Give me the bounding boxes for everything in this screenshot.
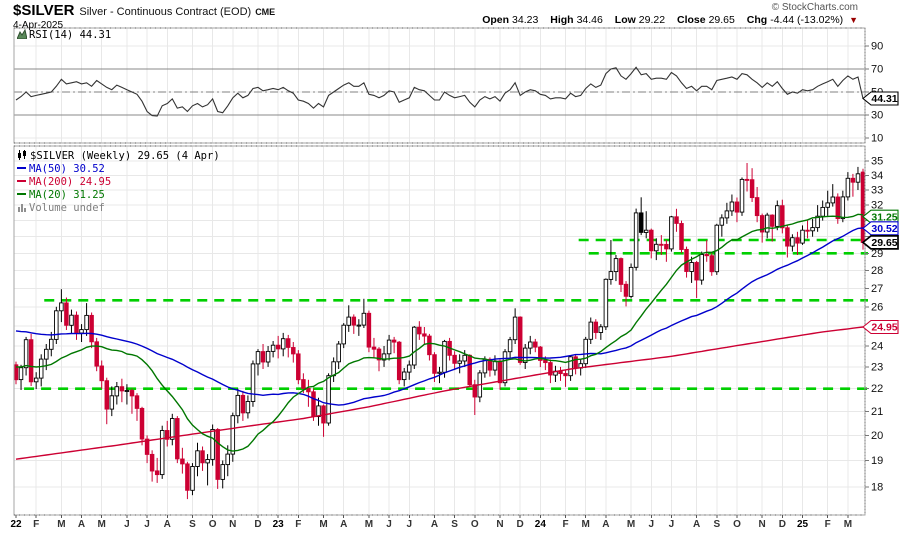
svg-text:19: 19 xyxy=(871,455,883,467)
ma-layer xyxy=(15,213,864,460)
price-callout-31.25 xyxy=(862,209,899,224)
svg-text:23: 23 xyxy=(871,361,883,373)
candles-layer xyxy=(13,163,866,500)
price-callout-30.52 xyxy=(862,221,899,236)
svg-text:F: F xyxy=(562,519,568,530)
svg-text:N: N xyxy=(496,519,503,530)
svg-text:M: M xyxy=(844,519,852,530)
ma50-line xyxy=(15,227,864,406)
svg-text:J: J xyxy=(124,519,130,530)
svg-text:F: F xyxy=(33,519,39,530)
svg-text:S: S xyxy=(451,519,458,530)
svg-text:S: S xyxy=(713,519,720,530)
rsi-levels xyxy=(14,68,865,116)
svg-text:J: J xyxy=(648,519,654,530)
svg-text:M: M xyxy=(98,519,106,530)
svg-text:24: 24 xyxy=(871,341,883,353)
ma20-line xyxy=(15,213,864,452)
svg-text:26: 26 xyxy=(871,301,883,313)
svg-text:D: D xyxy=(517,519,524,530)
price-callout-29.65 xyxy=(861,235,899,250)
svg-text:A: A xyxy=(78,519,85,530)
svg-text:30.52: 30.52 xyxy=(871,223,897,235)
svg-text:J: J xyxy=(144,519,150,530)
svg-text:A: A xyxy=(340,519,347,530)
svg-text:28: 28 xyxy=(871,265,883,277)
svg-text:N: N xyxy=(759,519,766,530)
svg-text:M: M xyxy=(319,519,327,530)
grid-layer xyxy=(14,28,865,515)
svg-text:33: 33 xyxy=(871,184,883,196)
svg-text:31.25: 31.25 xyxy=(871,211,897,223)
svg-text:70: 70 xyxy=(871,64,883,76)
price-callout-24.95 xyxy=(862,319,899,335)
svg-text:25: 25 xyxy=(797,519,809,530)
svg-text:29: 29 xyxy=(871,248,883,260)
svg-text:M: M xyxy=(365,519,373,530)
svg-text:D: D xyxy=(779,519,786,530)
svg-text:A: A xyxy=(164,519,171,530)
svg-text:23: 23 xyxy=(273,519,285,530)
svg-text:M: M xyxy=(582,519,590,530)
svg-text:O: O xyxy=(733,519,741,530)
svg-text:27: 27 xyxy=(871,283,883,295)
svg-text:O: O xyxy=(471,519,479,530)
rsi-layer xyxy=(15,66,864,117)
svg-text:M: M xyxy=(627,519,635,530)
svg-text:J: J xyxy=(386,519,392,530)
svg-text:32: 32 xyxy=(871,200,883,212)
svg-text:10: 10 xyxy=(871,133,883,145)
svg-text:D: D xyxy=(254,519,261,530)
rsi-line xyxy=(15,66,864,117)
svg-text:J: J xyxy=(669,519,675,530)
svg-text:S: S xyxy=(189,519,196,530)
svg-text:24.95: 24.95 xyxy=(871,322,897,334)
svg-text:F: F xyxy=(825,519,831,530)
svg-text:22: 22 xyxy=(871,383,883,395)
svg-text:22: 22 xyxy=(10,519,22,530)
svg-text:30: 30 xyxy=(871,110,883,122)
svg-text:J: J xyxy=(406,519,412,530)
svg-text:29.65: 29.65 xyxy=(871,237,897,249)
svg-text:34: 34 xyxy=(871,170,883,182)
svg-text:A: A xyxy=(602,519,609,530)
rsi-value-callout xyxy=(862,91,899,106)
svg-text:24: 24 xyxy=(535,519,547,530)
svg-text:M: M xyxy=(57,519,65,530)
svg-text:O: O xyxy=(209,519,217,530)
svg-text:35: 35 xyxy=(871,156,883,168)
svg-text:F: F xyxy=(295,519,301,530)
svg-text:A: A xyxy=(431,519,438,530)
svg-text:90: 90 xyxy=(871,41,883,53)
svg-text:N: N xyxy=(229,519,236,530)
ma200-line xyxy=(15,326,864,460)
svg-text:A: A xyxy=(693,519,700,530)
svg-text:21: 21 xyxy=(871,406,883,418)
svg-text:44.31: 44.31 xyxy=(871,93,897,105)
svg-text:18: 18 xyxy=(871,481,883,493)
axes-layer: 1819202122232425262728293031323334359070… xyxy=(10,27,883,530)
svg-text:20: 20 xyxy=(871,430,883,442)
